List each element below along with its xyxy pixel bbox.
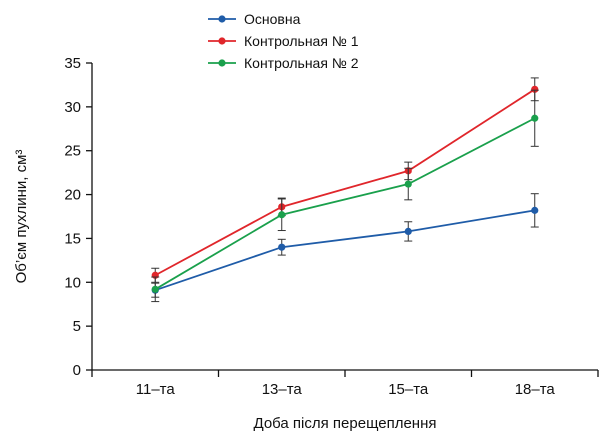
x-axis-title: Доба після перещеплення xyxy=(254,415,437,432)
legend-label: Основна xyxy=(244,11,301,27)
x-tick-label: 11–та xyxy=(136,381,176,398)
y-tick-label: 20 xyxy=(64,187,81,204)
legend-label: Контрольная № 2 xyxy=(244,55,359,71)
y-tick-label: 0 xyxy=(73,362,81,379)
y-tick-label: 35 xyxy=(64,55,81,72)
series-line xyxy=(154,209,535,292)
legend-item: Контрольная № 2 xyxy=(208,55,359,71)
x-tick-label: 15–та xyxy=(388,381,429,398)
y-tick-label: 5 xyxy=(73,318,81,335)
series-line xyxy=(154,88,536,277)
legend: Основна Контрольная № 1 Контрольная № 2 xyxy=(208,11,359,71)
y-axis-title: Об’єм пухлини, см³ xyxy=(13,150,30,284)
data-point xyxy=(531,206,539,214)
data-point xyxy=(531,85,539,93)
data-point xyxy=(531,114,539,122)
x-tick-label: 18–та xyxy=(515,381,556,398)
y-tick-label: 25 xyxy=(64,143,81,160)
legend-item: Основна xyxy=(208,11,301,27)
legend-marker xyxy=(218,37,226,45)
axes: 0 5 10 15 20 25 30 35 11–та 13–та 15–та 18–та xyxy=(64,55,599,398)
data-point xyxy=(404,180,412,188)
series-1 xyxy=(151,193,539,298)
series-layer xyxy=(151,77,539,303)
data-point xyxy=(151,285,159,293)
legend-marker xyxy=(218,15,226,23)
legend-item: Контрольная № 1 xyxy=(208,33,359,49)
y-tick-label: 15 xyxy=(64,230,81,247)
legend-label: Контрольная № 1 xyxy=(244,33,359,49)
x-tick-label: 13–та xyxy=(262,381,303,398)
legend-marker xyxy=(218,59,226,67)
series-2 xyxy=(151,77,539,283)
series-3 xyxy=(151,89,539,303)
y-tick-label: 30 xyxy=(64,99,81,116)
data-point xyxy=(404,227,412,236)
series-line xyxy=(154,117,536,291)
y-tick-label: 10 xyxy=(64,274,81,291)
data-point xyxy=(278,243,286,251)
data-point xyxy=(278,211,286,219)
